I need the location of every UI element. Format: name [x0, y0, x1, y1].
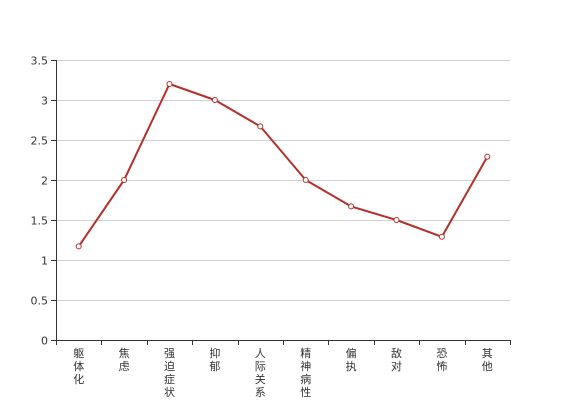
data-point	[75, 243, 82, 250]
x-tick-label: 躯体化	[73, 347, 84, 386]
y-tick-label: 2.5	[31, 135, 49, 148]
x-tick-label: 精神病性	[300, 347, 311, 399]
x-tick-labels: 躯体化 焦虑 强迫症状 抑郁 人际关系敏 精神病性 偏执 敌对 恐怖 其他	[73, 346, 493, 400]
x-tick-label: 其他	[482, 347, 493, 373]
series-line	[77, 83, 489, 247]
y-tick-label: 1.5	[31, 215, 49, 228]
x-tick-label: 敌对	[391, 346, 402, 373]
x-tick-label: 偏执	[346, 346, 357, 373]
data-point	[348, 203, 355, 210]
data-point	[438, 233, 445, 240]
x-tick-label: 恐怖	[436, 347, 447, 373]
data-point	[484, 153, 491, 160]
y-tick-label: 0.5	[31, 295, 49, 308]
axes	[51, 60, 511, 345]
x-tick-label: 抑郁	[209, 346, 220, 373]
data-point	[211, 97, 218, 103]
x-tick-label: 强迫症状	[164, 347, 175, 399]
y-tick-label: 2	[41, 175, 48, 188]
data-point	[257, 123, 264, 130]
data-point	[302, 177, 309, 183]
data-point	[166, 81, 173, 87]
y-tick-label: 1	[41, 255, 48, 268]
y-tick-label: 0	[41, 335, 48, 348]
data-point	[121, 177, 128, 183]
y-tick-label: 3	[41, 95, 48, 108]
gridlines	[56, 60, 510, 301]
data-point	[393, 217, 400, 223]
x-tick-label: 焦虑	[119, 347, 130, 373]
y-tick-labels: 0 0.5 1 1.5 2 2.5 3 3.5	[31, 55, 49, 348]
series	[75, 81, 491, 250]
y-tick-label: 3.5	[31, 55, 49, 68]
x-tick-label: 人际关系敏	[255, 347, 266, 400]
